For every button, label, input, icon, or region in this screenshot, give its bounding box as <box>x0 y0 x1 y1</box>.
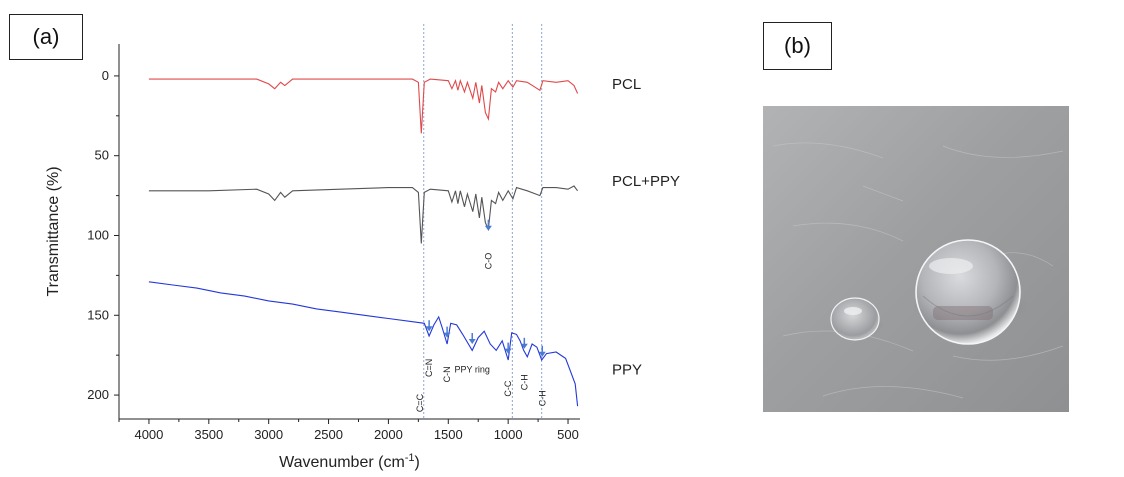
series-label: PPY <box>612 362 642 379</box>
annotation-arrow-head <box>443 332 451 338</box>
x-tick-label: 3000 <box>254 427 283 442</box>
ftir-spectrum-chart: 4000 3500 3000 2500 2000 1500 1000 500 0 50 100 150… <box>45 24 680 471</box>
annotation-arrow-head <box>538 351 546 357</box>
y-axis-label: Transmittance (%) <box>45 166 62 296</box>
x-tick-label: 4000 <box>134 427 163 442</box>
series-line-pcl-ppy <box>148 185 579 244</box>
x-tick-label: 500 <box>557 427 579 442</box>
x-tick-label: 2000 <box>374 427 403 442</box>
series-line-pcl <box>148 78 579 134</box>
small-droplet <box>830 297 884 341</box>
x-tick-label: 3500 <box>194 427 223 442</box>
annotation-arrow-head <box>520 343 528 349</box>
x-tick-label: 1000 <box>494 427 523 442</box>
annotation-arrow-head <box>484 225 492 231</box>
x-tick-label: 2500 <box>314 427 343 442</box>
x-tick-label: 1500 <box>434 427 463 442</box>
x-axis-label: Wavenumber (cm-1) <box>279 452 420 471</box>
annotation-label: C-C <box>503 380 513 396</box>
annotation-label: C=C <box>415 393 425 412</box>
annotation-label: PPY ring <box>455 365 490 375</box>
water-droplets-photo <box>763 106 1069 412</box>
panel-b-label: (b) <box>763 22 832 70</box>
series-label: PCL <box>612 76 641 93</box>
series-label: PCL+PPY <box>612 173 680 190</box>
annotation-label: C=N <box>424 359 434 377</box>
large-droplet <box>913 239 1029 345</box>
annotation-label: C-O <box>483 253 493 270</box>
series-line-ppy <box>148 281 579 407</box>
annotation-arrow-head <box>468 339 476 344</box>
annotation-label: C-N <box>442 366 452 382</box>
y-tick-label: 150 <box>87 307 109 322</box>
panel-a-label: (a) <box>9 14 83 60</box>
y-tick-label: 0 <box>102 68 109 83</box>
annotation-arrow-head <box>504 348 512 354</box>
annotation-label: C-H <box>519 374 529 390</box>
annotation-label: C-H <box>537 390 547 406</box>
y-tick-label: 50 <box>95 148 109 163</box>
y-tick-label: 100 <box>87 227 109 242</box>
y-tick-label: 200 <box>87 387 109 402</box>
annotation-arrow-head <box>425 326 433 332</box>
